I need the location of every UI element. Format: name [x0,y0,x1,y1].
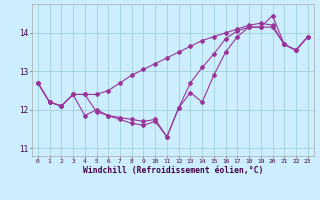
X-axis label: Windchill (Refroidissement éolien,°C): Windchill (Refroidissement éolien,°C) [83,166,263,175]
